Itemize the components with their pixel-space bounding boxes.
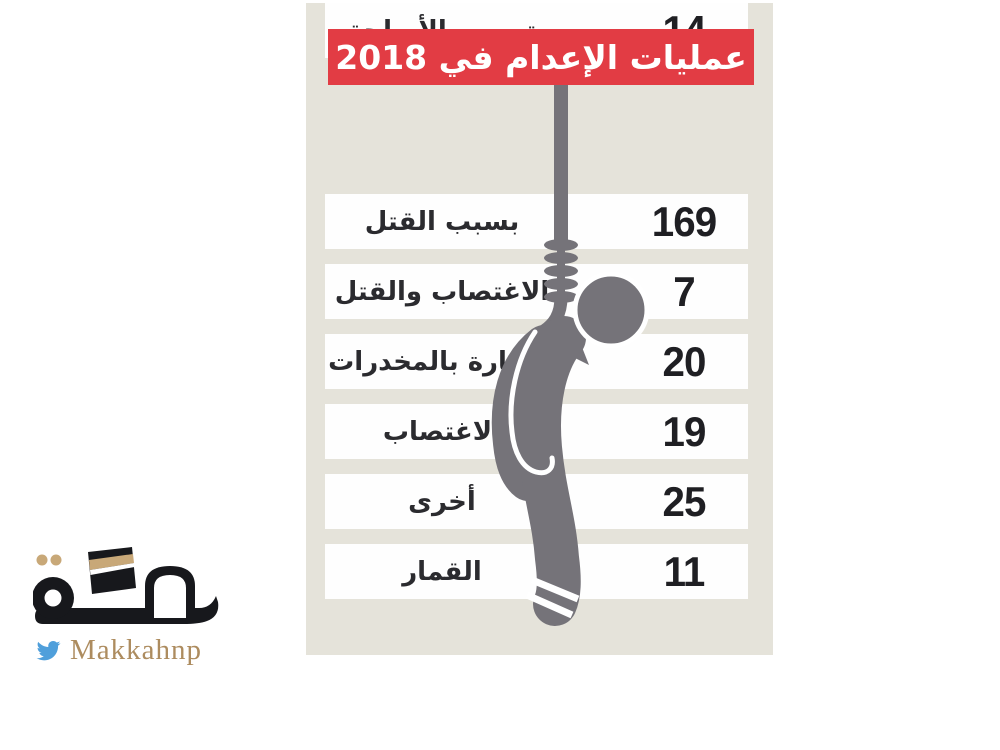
category-count: 11 [663, 547, 706, 595]
category-label: القمار [402, 556, 482, 587]
execution-category-row: أخرى 25 [325, 474, 748, 529]
makkah-newspaper-logo: مكة Makkahnp [33, 546, 223, 666]
execution-category-row: الاغتصاب 19 [325, 404, 748, 459]
title-banner: عمليات الإعدام في 2018 [328, 29, 754, 85]
category-count: 169 [651, 197, 717, 245]
execution-category-row: التجارة بالمخدرات 20 [325, 334, 748, 389]
twitter-handle-row: Makkahnp [33, 634, 202, 667]
category-label: التجارة بالمخدرات [328, 346, 556, 377]
category-count: 20 [662, 337, 707, 385]
category-label: الاغتصاب والقتل [334, 276, 550, 307]
execution-category-row: الاغتصاب والقتل 7 [325, 264, 748, 319]
twitter-handle: Makkahnp [70, 634, 203, 666]
page-title: عمليات الإعدام في 2018 [335, 37, 747, 77]
category-count: 25 [662, 477, 707, 525]
twitter-bird-icon [36, 640, 61, 660]
category-count: 7 [673, 267, 695, 315]
makkah-arabic-calligraphy-logo: مكة [33, 547, 219, 624]
category-label: بسبب القتل [364, 206, 520, 237]
category-label: أخرى [408, 486, 476, 517]
execution-category-row: بسبب القتل 169 [325, 194, 748, 249]
execution-category-row: القمار 11 [325, 544, 748, 599]
category-count: 19 [662, 407, 707, 455]
infographic-panel: عمليات الإعدام في 2018 بسبب القتل 169 ال… [306, 3, 773, 655]
category-label: الاغتصاب [382, 416, 502, 447]
